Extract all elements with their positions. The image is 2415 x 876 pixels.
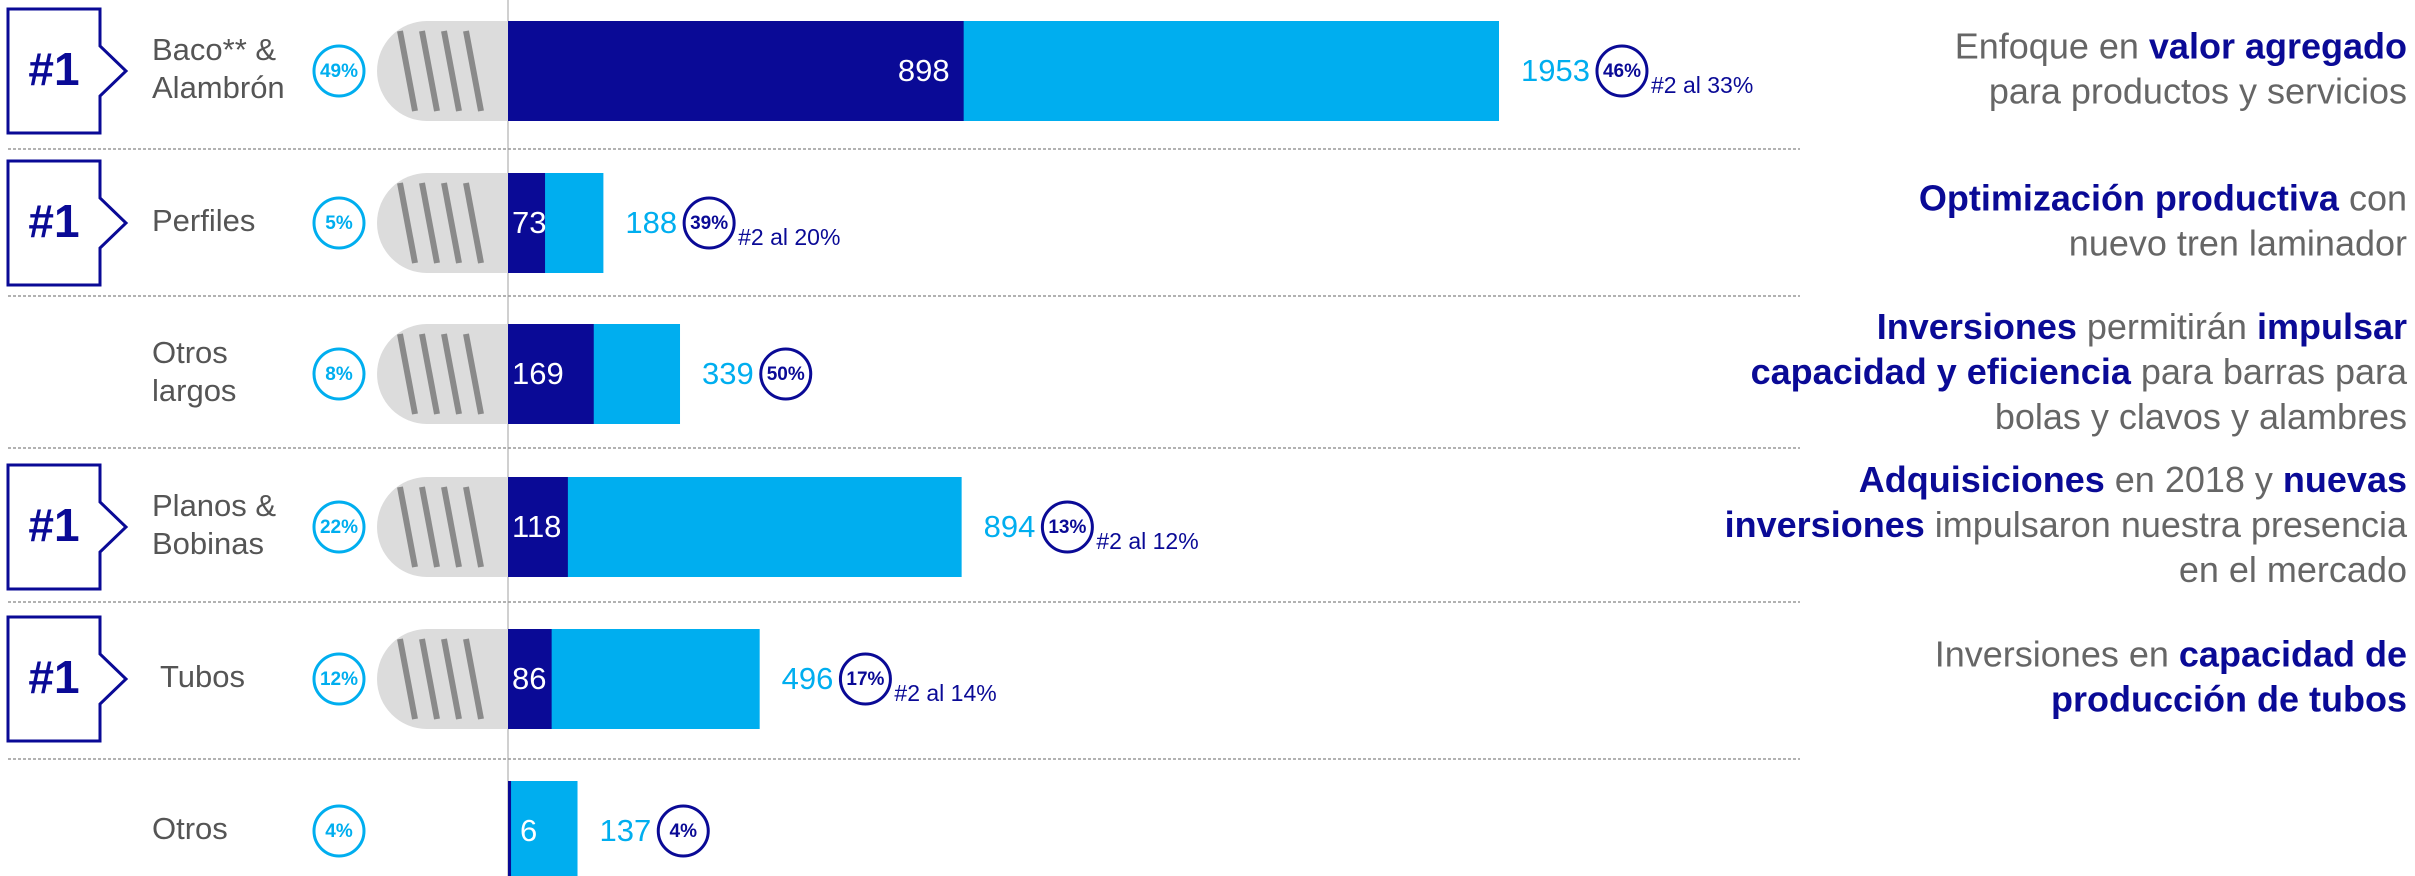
category-label: Otros xyxy=(152,811,228,846)
description-line: capacidad y eficiencia para barras para xyxy=(1751,351,2408,392)
description-emphasis: impulsar xyxy=(2257,306,2407,347)
description-text: bolas y clavos y alambres xyxy=(1995,396,2407,437)
description-line: Adquisiciones en 2018 y nuevas xyxy=(1859,459,2407,500)
category-label: Alambrón xyxy=(152,70,285,105)
description-emphasis: Adquisiciones xyxy=(1859,459,2105,500)
bar-total xyxy=(508,477,962,577)
rank-label: #1 xyxy=(28,195,79,247)
category-label: largos xyxy=(152,373,236,408)
bar-total-label: 894 xyxy=(984,509,1036,544)
page: #1 Baco** &Alambrón 49% 898 1953 46% #2 al 33%… xyxy=(0,0,2415,876)
description-emphasis: nuevas xyxy=(2283,459,2407,500)
description-line: inversiones impulsaron nuestra presencia xyxy=(1725,504,2408,545)
description-text: en 2018 y xyxy=(2105,459,2283,500)
description-line: producción de tubos xyxy=(2051,678,2407,719)
description-text: nuevo tren laminador xyxy=(2069,222,2407,263)
category-label: Tubos xyxy=(160,659,245,694)
bar-part-label: 73 xyxy=(512,205,546,240)
description-text: en el mercado xyxy=(2179,549,2407,590)
bar-total-label: 1953 xyxy=(1521,53,1590,88)
description-emphasis: capacidad de xyxy=(2179,633,2407,674)
category-label: Otros xyxy=(152,335,228,370)
description-emphasis: valor agregado xyxy=(2149,25,2407,66)
ratio-label: 39% xyxy=(690,213,728,234)
description-text: para productos y servicios xyxy=(1989,70,2407,111)
category-label: Baco** & xyxy=(152,32,276,67)
share-label: 49% xyxy=(320,61,358,82)
category-label: Planos & xyxy=(152,488,276,523)
chart: #1 Baco** &Alambrón 49% 898 1953 46% #2 al 33%… xyxy=(0,0,2415,876)
description-line: Inversiones permitirán impulsar xyxy=(1877,306,2407,347)
description-text: permitirán xyxy=(2077,306,2257,347)
bar-part-label: 86 xyxy=(512,661,546,696)
description-line: Enfoque en valor agregado xyxy=(1955,25,2407,66)
rank-label: #1 xyxy=(28,43,79,95)
share-label: 4% xyxy=(325,821,353,842)
rank-label: #1 xyxy=(28,651,79,703)
bar-part-label: 118 xyxy=(512,509,561,544)
rank-label: #1 xyxy=(28,499,79,551)
bar-part xyxy=(508,21,964,121)
secondary-rank-label: #2 al 14% xyxy=(894,680,996,706)
ratio-label: 46% xyxy=(1603,61,1641,82)
description-emphasis: capacidad y eficiencia xyxy=(1751,351,2132,392)
description-emphasis: inversiones xyxy=(1725,504,1925,545)
share-label: 22% xyxy=(320,517,358,538)
description-text: con xyxy=(2339,177,2407,218)
share-label: 12% xyxy=(320,669,358,690)
description-emphasis: Inversiones xyxy=(1877,306,2077,347)
bar-part xyxy=(508,781,511,876)
description-line: nuevo tren laminador xyxy=(2069,222,2407,263)
bar-total-label: 496 xyxy=(782,661,834,696)
ratio-label: 50% xyxy=(767,364,805,385)
bar-part-label: 898 xyxy=(898,53,950,88)
category-label: Bobinas xyxy=(152,526,264,561)
description-text: impulsaron nuestra presencia xyxy=(1925,504,2408,545)
description-text: Inversiones en xyxy=(1935,633,2179,674)
description-line: Inversiones en capacidad de xyxy=(1935,633,2407,674)
secondary-rank-label: #2 al 20% xyxy=(738,224,840,250)
ratio-label: 13% xyxy=(1048,517,1086,538)
ratio-label: 17% xyxy=(846,669,884,690)
ratio-label: 4% xyxy=(670,821,698,842)
description-emphasis: producción de tubos xyxy=(2051,678,2407,719)
description-text: Enfoque en xyxy=(1955,25,2149,66)
secondary-rank-label: #2 al 12% xyxy=(1096,528,1198,554)
secondary-rank-label: #2 al 33% xyxy=(1651,72,1753,98)
description-line: bolas y clavos y alambres xyxy=(1995,396,2407,437)
bar-total-label: 137 xyxy=(600,813,652,848)
description-line: para productos y servicios xyxy=(1989,70,2407,111)
description-line: en el mercado xyxy=(2179,549,2407,590)
bar-total xyxy=(508,781,578,876)
share-label: 8% xyxy=(325,364,353,385)
bar-part-label: 169 xyxy=(512,356,564,391)
category-label: Perfiles xyxy=(152,203,255,238)
bar-total-label: 339 xyxy=(702,356,754,391)
description-line: Optimización productiva con xyxy=(1919,177,2407,218)
share-label: 5% xyxy=(325,213,353,234)
description-emphasis: Optimización productiva xyxy=(1919,177,2340,218)
description-text: para barras para xyxy=(2131,351,2408,392)
bar-total-label: 188 xyxy=(625,205,677,240)
bar-part-label: 6 xyxy=(520,813,537,848)
